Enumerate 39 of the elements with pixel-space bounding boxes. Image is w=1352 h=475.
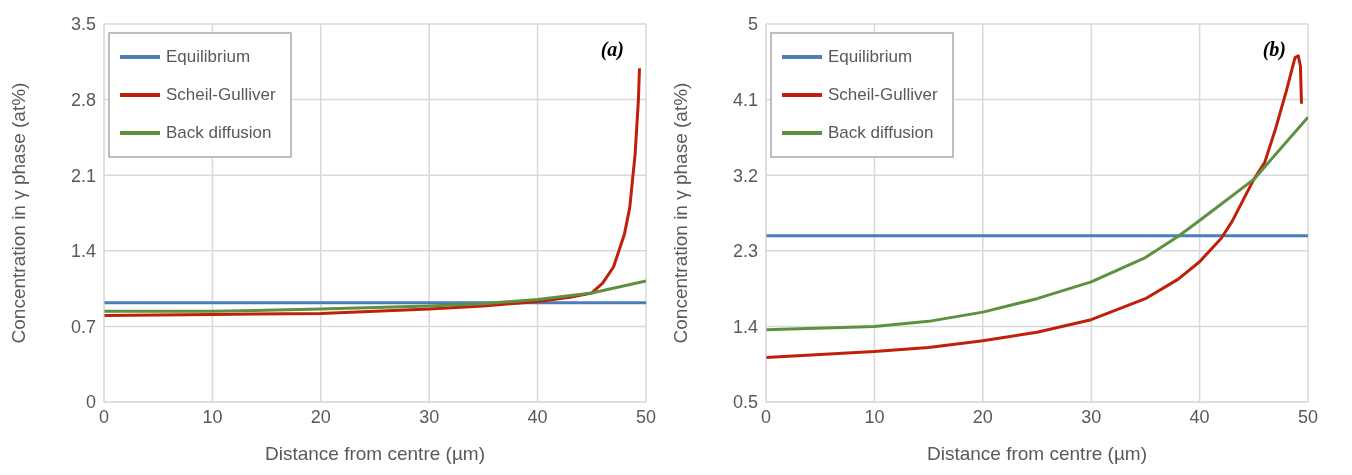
y-tick-label: 1.4	[732, 316, 758, 337]
annotation: (a)	[600, 38, 624, 61]
legend-label: Scheil-Gulliver	[166, 84, 276, 106]
y-axis-title: Concentration in γ phase (at%)	[7, 82, 29, 344]
legend-label: Scheil-Gulliver	[828, 84, 938, 106]
legend-label: Back diffusion	[166, 122, 272, 144]
x-tick-label: 50	[635, 406, 657, 427]
x-tick-label: 0	[760, 406, 772, 427]
line-series	[104, 279, 646, 313]
y-tick-label: 3.2	[732, 165, 758, 186]
x-tick-label: 50	[1297, 406, 1319, 427]
x-tick-label: 20	[310, 406, 331, 427]
legend-label: Equilibrium	[166, 46, 251, 68]
x-tick-label: 20	[972, 406, 993, 427]
x-axis-title: Distance from centre (µm)	[265, 443, 485, 464]
x-tick-label: 10	[202, 406, 223, 427]
y-tick-label: 0	[85, 392, 96, 413]
x-tick-label: 30	[419, 406, 440, 427]
x-tick-label: 10	[864, 406, 885, 427]
y-tick-label: 2.1	[70, 165, 96, 186]
x-axis-title: Distance from centre (µm)	[927, 443, 1147, 464]
y-tick-label: 0.7	[70, 316, 96, 337]
y-tick-label: 2.8	[70, 89, 96, 110]
x-tick-label: 40	[1189, 406, 1210, 427]
line-series	[766, 115, 1308, 332]
y-axis-title: Concentration in γ phase (at%)	[669, 82, 691, 344]
legend-label: Equilibrium	[828, 46, 913, 68]
y-tick-label: 5	[747, 14, 758, 35]
legend-label: Back diffusion	[828, 122, 934, 144]
x-tick-label: 40	[527, 406, 548, 427]
y-tick-label: 4.1	[732, 89, 758, 110]
x-tick-label: 30	[1081, 406, 1102, 427]
y-tick-label: 2.3	[732, 241, 758, 262]
y-tick-label: 0.5	[732, 392, 758, 413]
x-tick-label: 0	[98, 406, 110, 427]
y-tick-label: 1.4	[70, 241, 96, 262]
y-tick-label: 3.5	[70, 14, 96, 35]
line-series	[104, 66, 641, 318]
annotation: (b)	[1262, 38, 1286, 61]
